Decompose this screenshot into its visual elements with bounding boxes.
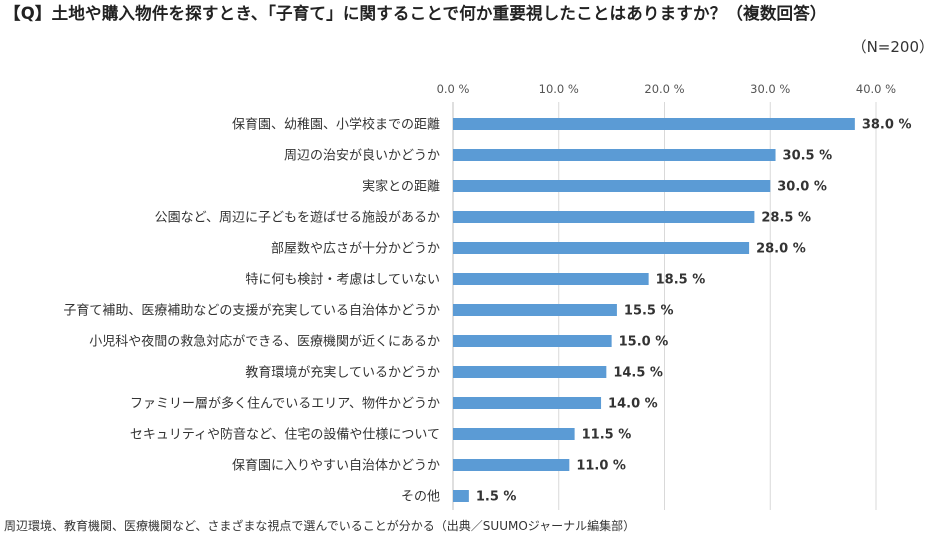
category-label: 小児科や夜間の救急対応ができる、医療機関が近くにあるか: [89, 334, 440, 350]
bar: [453, 490, 469, 502]
category-label: 子育て補助、医療補助などの支援が充実している自治体かどうか: [63, 303, 440, 319]
value-label: 38.0 %: [862, 118, 912, 133]
sample-size-label: （N=200）: [851, 38, 934, 56]
chart-title: 【Q】土地や購入物件を探すとき、「子育て」に関することで何か重要視したことはあり…: [4, 4, 827, 23]
bar: [453, 428, 575, 440]
value-label: 1.5 %: [476, 490, 517, 505]
x-tick-label: 10.0 %: [539, 82, 579, 96]
category-label: 実家との距離: [362, 179, 440, 195]
bar: [453, 211, 755, 223]
value-label: 30.5 %: [783, 149, 833, 164]
bar: [453, 273, 649, 285]
value-label: 11.5 %: [582, 428, 632, 443]
category-label: 特に何も検討・考慮はしていない: [245, 272, 440, 288]
bar: [453, 459, 570, 471]
value-label: 30.0 %: [777, 180, 827, 195]
category-label: 教育環境が充実しているかどうか: [245, 365, 440, 381]
value-label: 28.5 %: [761, 211, 811, 226]
x-tick-label: 0.0 %: [437, 82, 470, 96]
value-label: 11.0 %: [576, 459, 626, 474]
bar: [453, 118, 855, 130]
bar: [453, 304, 617, 316]
value-label: 15.5 %: [624, 304, 674, 319]
value-label: 28.0 %: [756, 242, 806, 257]
category-label: 周辺の治安が良いかどうか: [284, 148, 440, 164]
category-label: セキュリティや防音など、住宅の設備や仕様について: [130, 427, 440, 443]
value-label: 15.0 %: [619, 335, 669, 350]
bar: [453, 366, 607, 378]
value-label: 18.5 %: [656, 273, 706, 288]
x-tick-label: 30.0 %: [750, 82, 790, 96]
category-label: 保育園に入りやすい自治体かどうか: [232, 458, 440, 474]
bar: [453, 242, 750, 254]
x-tick-label: 20.0 %: [644, 82, 684, 96]
category-label: 部屋数や広さが十分かどうか: [271, 242, 440, 257]
bar: [453, 149, 776, 161]
value-label: 14.5 %: [613, 366, 663, 381]
category-label: その他: [401, 490, 440, 505]
category-label: 公園など、周辺に子どもを遊ばせる施設があるか: [155, 210, 440, 226]
category-label: ファミリー層が多く住んでいるエリア、物件かどうか: [130, 396, 440, 412]
bar: [453, 397, 602, 409]
bar: [453, 335, 612, 347]
bar: [453, 180, 771, 192]
x-tick-label: 40.0 %: [856, 82, 896, 96]
category-label: 保育園、幼稚園、小学校までの距離: [232, 117, 440, 133]
value-label: 14.0 %: [608, 397, 658, 412]
figure-caption: 周辺環境、教育機関、医療機関など、さまざまな視点で選んでいることが分かる（出典／…: [4, 519, 636, 533]
